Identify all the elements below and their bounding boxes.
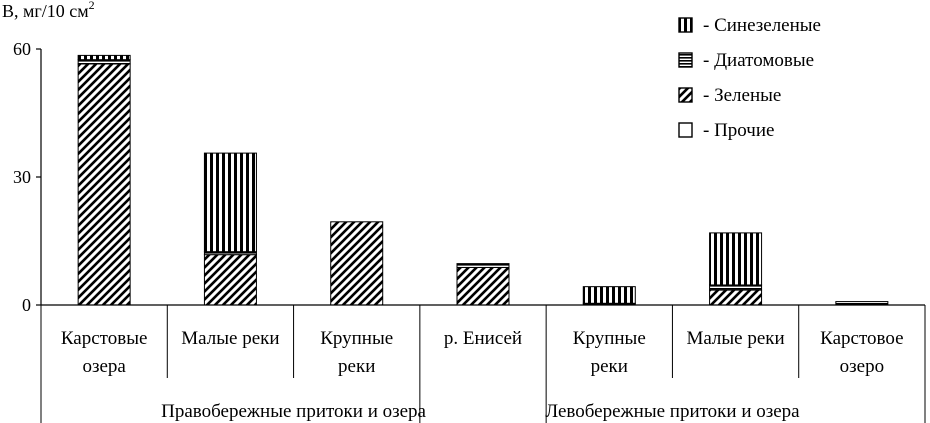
x-axis: Карстовые озера Малые реки Крупные реки р. Ен… [40, 304, 926, 423]
legend-swatch [678, 17, 693, 33]
bar-segment [456, 263, 510, 265]
bar-segment [456, 266, 510, 306]
x-tick-label: Карстовое [820, 328, 903, 349]
x-tick-label: реки [591, 356, 628, 377]
x-tick-label: Малые реки [686, 328, 784, 349]
legend-entry: - Синезеленые [703, 15, 821, 36]
bar-segment [709, 232, 763, 286]
bar-segment [709, 289, 763, 306]
y-tick-label: 30 [13, 167, 31, 187]
bar-segment [330, 221, 384, 306]
y-axis: В, мг/10 см2 0 30 60 [2, 0, 95, 315]
y-tick-label: 60 [13, 39, 31, 59]
legend-entry: - Диатомовые [703, 50, 814, 71]
x-tick-label: р. Енисей [444, 328, 522, 349]
legend-swatch [678, 87, 693, 103]
group-label: Правобережные притоки и озера [161, 401, 426, 422]
legend-entry: - Прочие [703, 120, 774, 141]
bars [77, 54, 889, 306]
bar-segment [582, 286, 636, 304]
bar-segment [77, 63, 131, 306]
legend-entry: - Зеленые [703, 85, 781, 106]
bar-segment [709, 284, 763, 291]
bar-segment [77, 59, 131, 65]
bar-segment [77, 54, 131, 61]
y-tick-label: 0 [22, 295, 31, 315]
legend: - Синезеленые - Диатомовые - Зеленые - Проч… [678, 15, 821, 141]
x-tick-label: озера [82, 356, 126, 377]
bar-segment [203, 254, 257, 306]
x-tick-label: реки [338, 356, 375, 377]
legend-swatch [678, 122, 693, 138]
y-axis-label-superscript: 2 [89, 0, 95, 12]
legend-swatch [678, 52, 693, 68]
group-label: Левобережные притоки и озера [545, 401, 800, 422]
y-axis-label: В, мг/10 см2 [2, 0, 95, 21]
bar-segment [203, 152, 257, 253]
x-tick-label: Крупные [320, 328, 393, 349]
x-tick-label: Малые реки [181, 328, 279, 349]
x-tick-label: Крупные [573, 328, 646, 349]
x-tick-label: Карстовые [61, 328, 148, 349]
y-axis-label-text: В, мг/10 см [2, 1, 89, 21]
x-tick-label: озеро [840, 356, 884, 377]
